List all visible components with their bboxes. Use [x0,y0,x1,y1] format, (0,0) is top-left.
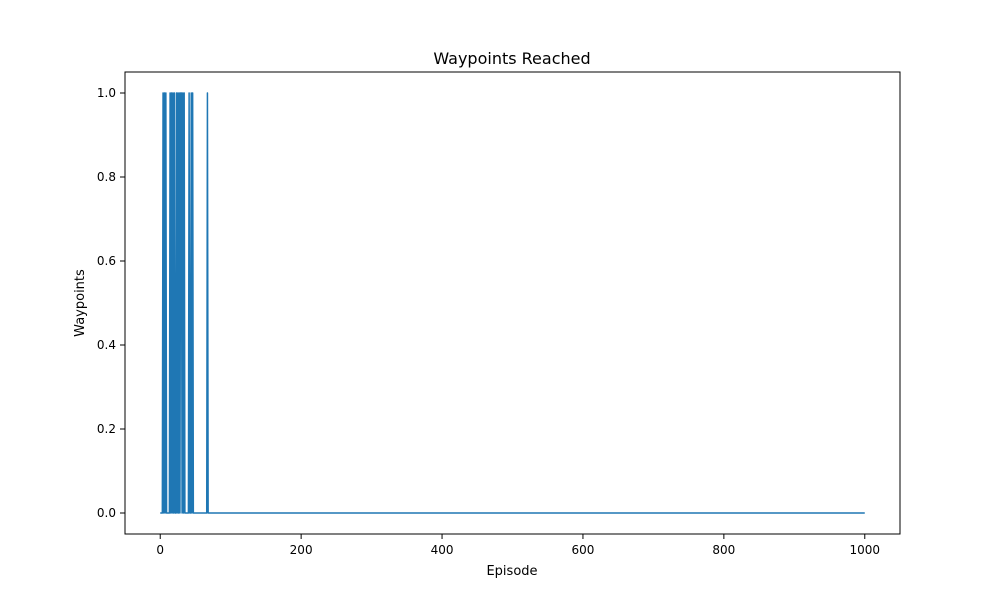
y-tick-label: 0.4 [97,338,116,352]
chart-title: Waypoints Reached [433,49,590,68]
x-axis: 0 200 400 600 800 1000 [156,534,880,557]
y-tick-label: 0.2 [97,422,116,436]
x-tick-label: 600 [572,543,595,557]
x-tick-label: 400 [431,543,454,557]
y-tick-label: 1.0 [97,86,116,100]
y-tick-label: 0.0 [97,506,116,520]
y-tick-label: 0.6 [97,254,116,268]
plot-area [160,92,865,514]
y-axis: 0.0 0.2 0.4 0.6 0.8 1.0 [97,86,125,520]
x-tick-label: 200 [290,543,313,557]
axes-frame [124,71,901,535]
y-tick-label: 0.8 [97,170,116,184]
series-line-0 [160,92,865,514]
x-tick-label: 800 [712,543,735,557]
x-tick-label: 0 [156,543,164,557]
y-axis-label: Waypoints [73,269,88,337]
x-axis-label: Episode [486,564,537,579]
x-tick-label: 1000 [849,543,880,557]
